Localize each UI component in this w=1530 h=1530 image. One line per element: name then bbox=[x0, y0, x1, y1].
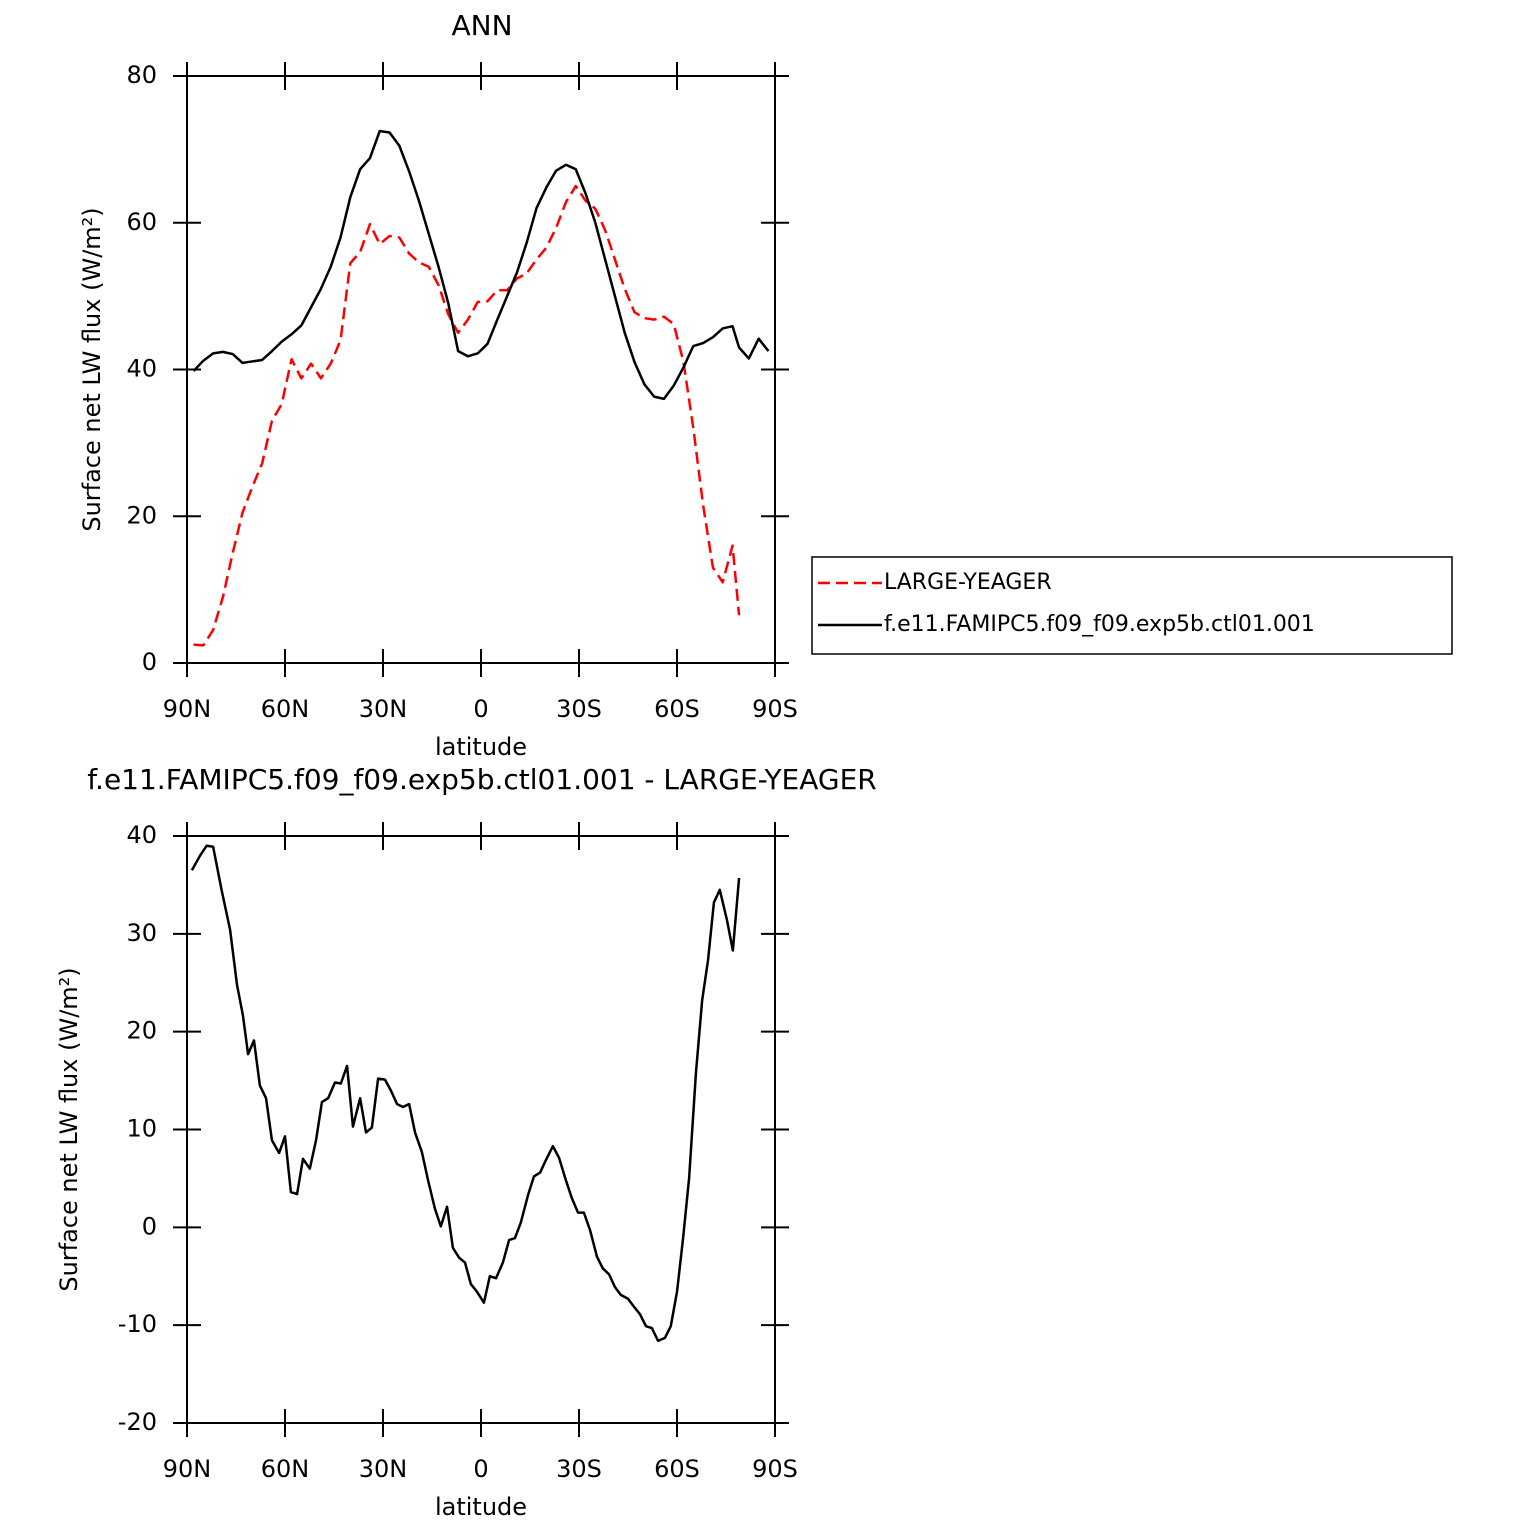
x-axis-label: latitude bbox=[435, 1493, 527, 1521]
y-tick-label: 10 bbox=[126, 1115, 157, 1143]
x-tick-label: 0 bbox=[473, 1455, 488, 1483]
data-line bbox=[193, 184, 741, 647]
legend-label: f.e11.FAMIPC5.f09_f09.exp5b.ctl01.001 bbox=[884, 612, 1315, 637]
x-tick-label: 90N bbox=[163, 1455, 212, 1483]
y-tick-label: 40 bbox=[126, 821, 157, 849]
y-tick-label: -20 bbox=[118, 1408, 157, 1436]
x-tick-label: 30S bbox=[556, 1455, 602, 1483]
x-axis-label: latitude bbox=[435, 733, 527, 761]
y-tick-label: 0 bbox=[142, 648, 157, 676]
legend-label: LARGE-YEAGER bbox=[884, 570, 1052, 595]
y-tick-label: 20 bbox=[126, 1017, 157, 1045]
chart-title: ANN bbox=[451, 9, 512, 42]
y-tick-label: 20 bbox=[126, 501, 157, 529]
x-tick-label: 30N bbox=[359, 1455, 408, 1483]
y-axis-label: Surface net LW flux (W/m²) bbox=[55, 967, 83, 1291]
plot-frame bbox=[186, 835, 776, 1424]
y-tick-label: 80 bbox=[126, 61, 157, 89]
x-tick-label: 60N bbox=[261, 695, 310, 723]
y-tick-label: 40 bbox=[126, 355, 157, 383]
x-tick-label: 90S bbox=[752, 1455, 798, 1483]
y-tick-label: 60 bbox=[126, 208, 157, 236]
x-tick-label: 60S bbox=[654, 695, 700, 723]
y-axis-label: Surface net LW flux (W/m²) bbox=[78, 207, 106, 531]
x-tick-label: 90S bbox=[752, 695, 798, 723]
legend-box bbox=[811, 556, 1453, 655]
y-tick-label: 0 bbox=[142, 1212, 157, 1240]
x-tick-label: 0 bbox=[473, 695, 488, 723]
chart-title: f.e11.FAMIPC5.f09_f09.exp5b.ctl01.001 - … bbox=[87, 763, 877, 796]
x-tick-label: 90N bbox=[163, 695, 212, 723]
y-tick-label: -10 bbox=[118, 1310, 157, 1338]
x-tick-label: 30N bbox=[359, 695, 408, 723]
x-tick-label: 60N bbox=[261, 1455, 310, 1483]
y-tick-label: 30 bbox=[126, 919, 157, 947]
data-line bbox=[192, 129, 770, 401]
data-line bbox=[190, 844, 741, 1343]
x-tick-label: 30S bbox=[556, 695, 602, 723]
x-tick-label: 60S bbox=[654, 1455, 700, 1483]
plot-frame bbox=[186, 75, 776, 664]
